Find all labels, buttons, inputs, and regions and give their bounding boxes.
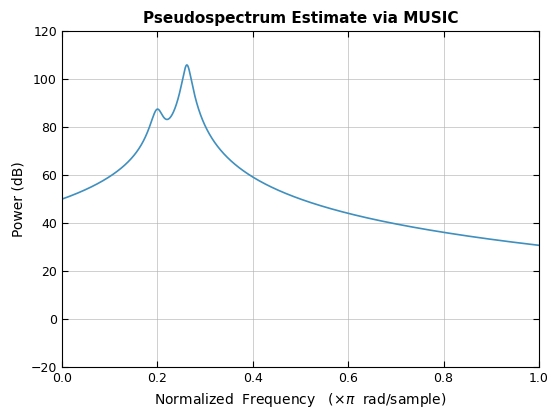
Title: Pseudospectrum Estimate via MUSIC: Pseudospectrum Estimate via MUSIC bbox=[143, 11, 458, 26]
X-axis label: Normalized  Frequency   ($\times\pi$  rad/sample): Normalized Frequency ($\times\pi$ rad/sa… bbox=[154, 391, 447, 409]
Y-axis label: Power (dB): Power (dB) bbox=[11, 162, 25, 237]
